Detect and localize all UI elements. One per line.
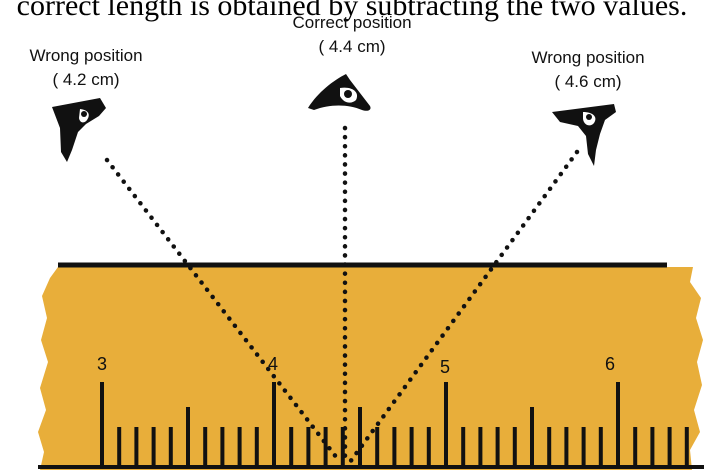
label-center: Correct position ( 4.4 cm) [272, 11, 432, 59]
label-right-title: Wrong position [531, 48, 645, 67]
label-left-reading: ( 4.2 cm) [52, 70, 120, 89]
label-left-title: Wrong position [29, 46, 143, 65]
eye-right-icon [552, 104, 616, 166]
ruler-ticks [100, 382, 689, 465]
header-text: correct length is obtained by subtractin… [16, 0, 688, 22]
ruler-number-6: 6 [605, 354, 615, 374]
eye-left-icon [52, 98, 106, 162]
ruler-body [38, 267, 703, 470]
ruler-number-5: 5 [440, 357, 450, 377]
sight-line-left [104, 157, 343, 465]
label-left: Wrong position ( 4.2 cm) [6, 44, 166, 92]
label-right: Wrong position ( 4.6 cm) [508, 46, 668, 94]
label-right-reading: ( 4.6 cm) [554, 72, 622, 91]
ruler-number-4: 4 [268, 354, 278, 374]
eye-center-icon [308, 74, 371, 111]
ruler-number-3: 3 [97, 354, 107, 374]
sight-line-right [347, 149, 580, 465]
label-center-title: Correct position [292, 13, 412, 32]
label-center-reading: ( 4.4 cm) [318, 37, 386, 56]
